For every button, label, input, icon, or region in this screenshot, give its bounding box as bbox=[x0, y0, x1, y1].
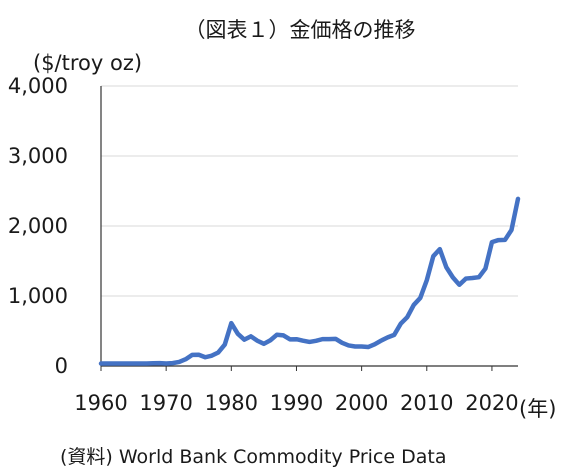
x-tick-label: 1970 bbox=[139, 391, 192, 415]
y-axis-ticks: 0 1,000 2,000 3,000 4,000 bbox=[8, 74, 68, 378]
data-point bbox=[262, 342, 266, 346]
data-point bbox=[321, 337, 325, 341]
chart-title: （図表１）金価格の推移 bbox=[185, 18, 416, 42]
x-tick-label: 1980 bbox=[205, 391, 258, 415]
data-point bbox=[132, 362, 136, 366]
data-point bbox=[412, 303, 416, 307]
axes bbox=[100, 86, 518, 367]
data-point bbox=[496, 238, 500, 242]
data-point bbox=[334, 337, 338, 341]
data-point bbox=[236, 332, 240, 336]
data-point bbox=[216, 350, 220, 354]
data-point bbox=[340, 341, 344, 345]
data-point bbox=[470, 276, 474, 280]
data-point bbox=[255, 339, 259, 343]
y-tick-label: 4,000 bbox=[8, 74, 68, 98]
data-point bbox=[275, 333, 279, 337]
y-tick-label: 0 bbox=[55, 354, 68, 378]
y-axis-unit-label: ($/troy oz) bbox=[33, 51, 142, 75]
source-note: (資料) World Bank Commodity Price Data bbox=[60, 446, 446, 468]
data-point bbox=[210, 354, 214, 358]
data-point bbox=[516, 197, 520, 201]
data-point bbox=[444, 265, 448, 269]
y-tick-label: 3,000 bbox=[8, 144, 68, 168]
data-point bbox=[431, 254, 435, 258]
x-tick-label: 2020 bbox=[465, 391, 518, 415]
data-point bbox=[158, 361, 162, 365]
data-point bbox=[242, 338, 246, 342]
data-point bbox=[457, 283, 461, 287]
data-point bbox=[288, 337, 292, 341]
data-point bbox=[438, 247, 442, 251]
data-point bbox=[99, 362, 103, 366]
data-point bbox=[386, 335, 390, 339]
data-point bbox=[477, 275, 481, 279]
data-point bbox=[464, 277, 468, 281]
x-tick-label: 1990 bbox=[270, 391, 323, 415]
gold-price-line bbox=[98, 196, 521, 366]
data-point bbox=[301, 339, 305, 343]
data-point bbox=[112, 362, 116, 366]
data-point bbox=[164, 361, 168, 365]
data-point bbox=[347, 343, 351, 347]
data-point bbox=[171, 361, 175, 365]
data-point bbox=[366, 345, 370, 349]
data-point bbox=[268, 338, 272, 342]
data-point bbox=[138, 362, 142, 366]
data-point bbox=[125, 362, 129, 366]
data-point bbox=[145, 362, 149, 366]
data-point bbox=[399, 322, 403, 326]
data-point bbox=[249, 334, 253, 338]
data-point bbox=[418, 296, 422, 300]
data-point bbox=[360, 344, 364, 348]
data-point bbox=[490, 240, 494, 244]
gridlines bbox=[101, 85, 518, 297]
data-point bbox=[203, 355, 207, 359]
data-point bbox=[184, 357, 188, 361]
data-point bbox=[294, 337, 298, 341]
data-point bbox=[353, 344, 357, 348]
data-point bbox=[373, 342, 377, 346]
data-point bbox=[314, 339, 318, 343]
x-tick-label: 2010 bbox=[400, 391, 453, 415]
data-point bbox=[503, 238, 507, 242]
data-point bbox=[190, 353, 194, 357]
x-axis-ticks: 1960 1970 1980 1990 2000 2010 2020 bbox=[74, 366, 519, 415]
data-point bbox=[425, 278, 429, 282]
data-point bbox=[451, 275, 455, 279]
x-axis-unit-label: (年) bbox=[519, 397, 556, 421]
data-point bbox=[405, 315, 409, 319]
data-point bbox=[327, 337, 331, 341]
data-point bbox=[177, 360, 181, 364]
data-point bbox=[483, 267, 487, 271]
y-tick-label: 2,000 bbox=[8, 214, 68, 238]
x-tick-label: 1960 bbox=[74, 391, 127, 415]
y-tick-label: 1,000 bbox=[8, 284, 68, 308]
data-point bbox=[119, 362, 123, 366]
data-point bbox=[106, 362, 110, 366]
x-tick-label: 2000 bbox=[335, 391, 388, 415]
data-point bbox=[197, 353, 201, 357]
data-point bbox=[281, 333, 285, 337]
data-point bbox=[379, 339, 383, 343]
data-point bbox=[151, 361, 155, 365]
data-point bbox=[392, 333, 396, 337]
data-point bbox=[308, 340, 312, 344]
data-point bbox=[223, 343, 227, 347]
data-point bbox=[509, 228, 513, 232]
data-point bbox=[229, 321, 233, 325]
